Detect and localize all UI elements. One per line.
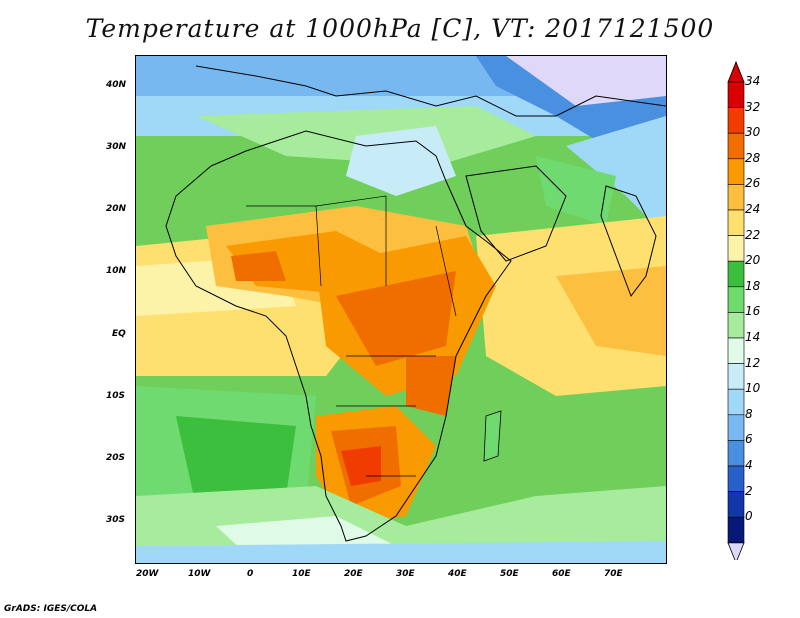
lat-label-40n: 40N [106,80,127,90]
lon-label-0: 0 [247,569,254,579]
colorbar-swatch [727,286,745,313]
colorbar-label: 2 [745,483,753,498]
colorbar-label: 0 [745,509,753,524]
colorbar-swatch [727,184,745,211]
lon-label-10e: 10E [292,569,311,579]
lon-label-20e: 20E [344,569,363,579]
colorbar-label: 22 [745,227,761,242]
colorbar-label: 24 [745,202,761,216]
colorbar-swatch [727,132,745,160]
lat-label-30s: 30S [106,515,126,525]
credit-text: GrADS: IGES/COLA [4,604,98,614]
colorbar-label: 12 [745,355,761,370]
lat-label-30n: 30N [106,142,127,152]
lat-label-10n: 10N [106,266,127,276]
temperature-map [135,55,667,564]
lat-label-eq: EQ [112,329,126,339]
colorbar-label: 30 [745,125,761,140]
colorbar-swatch [727,81,745,108]
lat-label-20n: 20N [106,204,127,214]
colorbar-swatch [727,107,745,134]
colorbar [727,60,745,560]
colorbar-swatch [727,312,745,339]
lon-label-10w: 10W [188,569,211,579]
lon-label-60e: 60E [552,569,571,579]
colorbar-label: 32 [745,99,761,114]
lat-label-10s: 10S [106,391,126,401]
colorbar-label: 10 [745,381,761,396]
colorbar-swatch [727,516,745,544]
colorbar-over-triangle [727,60,745,83]
colorbar-swatch [727,465,745,492]
colorbar-swatch [727,260,745,288]
lon-label-70e: 70E [604,569,623,579]
colorbar-label: 6 [745,432,753,447]
colorbar-label: 16 [745,304,761,319]
colorbar-label: 20 [745,253,761,268]
lon-label-30e: 30E [396,569,415,579]
lat-label-20s: 20S [106,453,126,463]
colorbar-label: 8 [745,406,753,421]
lon-label-40e: 40E [448,569,467,579]
colorbar-swatch [727,491,745,518]
colorbar-swatch [727,388,745,416]
colorbar-swatch [727,158,745,185]
colorbar-label: 26 [745,176,761,191]
colorbar-label: 18 [745,278,761,293]
colorbar-swatch [727,337,745,364]
colorbar-label: 28 [745,150,761,165]
colorbar-swatch [727,414,745,441]
colorbar-swatch [727,440,745,467]
lon-label-50e: 50E [500,569,519,579]
colorbar-swatch [727,235,745,262]
colorbar-swatch [727,209,745,236]
colorbar-label: 4 [745,458,753,472]
colorbar-under-triangle [727,542,745,560]
lon-label-20w: 20W [136,569,159,579]
colorbar-label: 34 [745,74,761,88]
colorbar-label: 14 [745,330,761,344]
map-title: Temperature at 1000hPa [C], VT: 20171215… [85,14,715,43]
colorbar-swatch [727,363,745,390]
